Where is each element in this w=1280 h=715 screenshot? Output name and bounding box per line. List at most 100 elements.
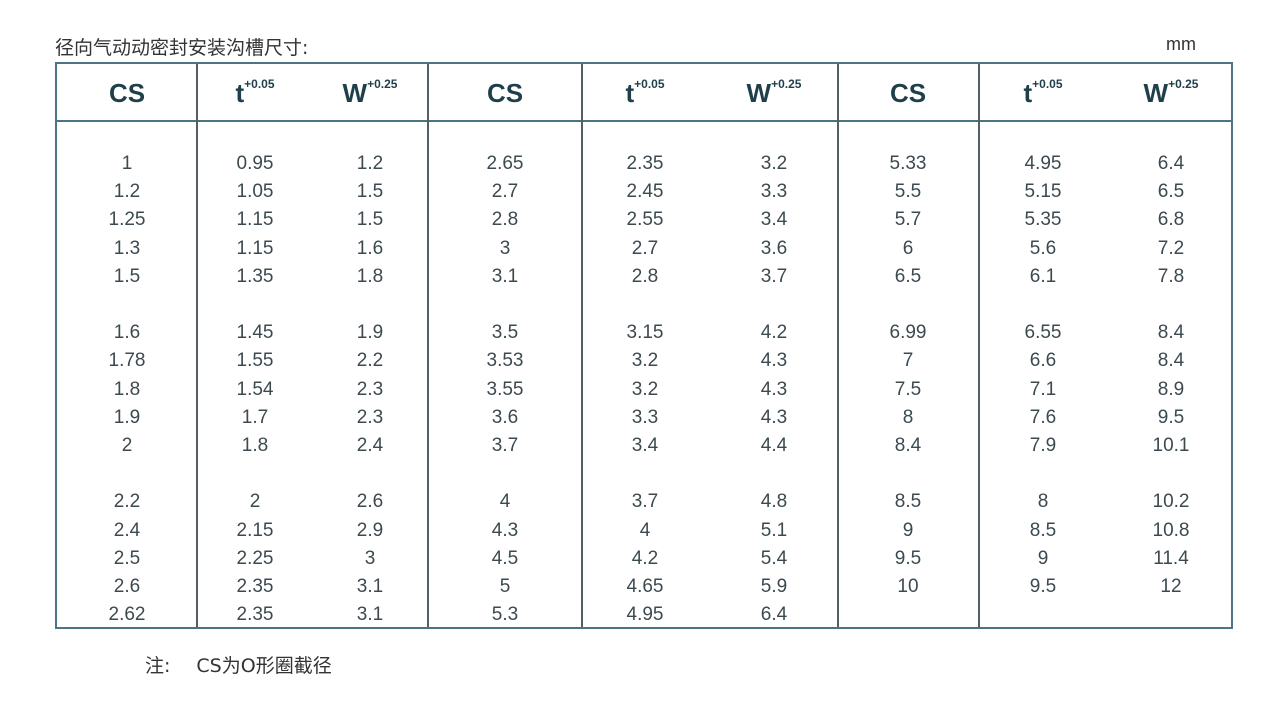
table-cell: 1.6 [356,237,384,259]
table-cell: 9 [1037,547,1049,569]
table-cell: 6.5 [894,265,922,287]
column-divider [581,64,583,627]
table-cell: 3.5 [491,322,519,344]
table-cell: 1.25 [108,209,146,231]
table-cell: 6.1 [1029,265,1057,287]
table-cell: 2.5 [113,547,141,569]
table-cell: 3.7 [631,491,659,513]
table-cell: 9.5 [894,547,922,569]
table-cell: 1.05 [236,181,274,203]
table-cell: 3.2 [631,378,659,400]
table-cell: 3.4 [631,435,659,456]
header-tolerance: +0.05 [1032,77,1063,92]
table-cell: 2.35 [236,576,274,597]
column-header: CS [487,78,523,109]
table-cell: 2 [249,491,261,513]
table-cell: 1.5 [113,265,141,287]
table-cell: 4.3 [760,350,788,372]
header-tolerance: +0.25 [771,77,802,92]
column-divider [837,64,839,627]
header-label: W [1143,78,1169,108]
table-cell: 10.8 [1152,519,1190,541]
table-cell: 4.3 [760,406,788,428]
table-cell: 7.6 [1029,406,1057,428]
table-cell: 2.3 [356,378,384,400]
table-cell: 1.54 [236,378,274,400]
table-cell: 7.8 [1157,265,1185,287]
table-cell: 5.5 [894,181,922,203]
header-tolerance: +0.05 [634,77,665,92]
header-tolerance: +0.25 [367,77,398,92]
column-divider [196,64,198,627]
table-cell: 2.35 [236,604,274,626]
table-cell: 6.8 [1157,209,1185,231]
table-cell: 2.7 [491,181,519,203]
table-cell: 4 [499,491,511,513]
table-cell: 1.5 [356,181,384,203]
table-cell: 2.9 [356,519,384,541]
table-cell: 6.6 [1029,350,1057,372]
header-label: W [746,78,772,108]
table-cell: 3.2 [631,350,659,372]
table-cell: 2.3 [356,406,384,428]
table-cell: 3.6 [491,406,519,428]
table-cell: 5.35 [1024,209,1062,231]
unit-label: mm [1166,34,1196,54]
column-header: CS [109,78,145,109]
column-header: W+0.25 [746,77,802,109]
table-cell: 3.1 [356,604,384,626]
table-cell: 3.3 [760,181,788,203]
table-cell: 1.2 [356,153,384,174]
table-cell: 3.4 [760,209,788,231]
table-cell: 8 [902,406,914,428]
table-cell: 3.1 [491,265,519,287]
table-cell: 4.3 [760,378,788,400]
table-cell: 7.1 [1029,378,1057,400]
header-label: CS [889,78,927,108]
table-cell: 2.6 [356,491,384,513]
table-cell: 1.8 [241,435,269,456]
table-cell: 1.8 [356,265,384,287]
table-cell: 3.15 [626,322,664,344]
table-cell: 1.9 [356,322,384,344]
header-divider [57,120,1231,122]
table-cell: 2.4 [113,519,141,541]
table-cell: 1.2 [113,181,141,203]
column-header: t+0.05 [625,77,665,109]
table-cell: 5.3 [491,604,519,626]
column-header: t+0.05 [235,77,274,109]
table-cell: 3.1 [356,576,384,597]
header-label: CS [108,78,146,108]
table-cell: 1.3 [113,237,141,259]
table-cell: 1.8 [113,378,141,400]
table-cell: 2.7 [631,237,659,259]
table-cell: 2.4 [356,435,384,456]
table-cell: 2.8 [491,209,519,231]
header-label: W [342,78,368,108]
table-cell: 10.1 [1152,435,1190,456]
column-header: W+0.25 [1143,77,1199,109]
header-label: t [235,78,245,108]
table-cell: 5.6 [1029,237,1057,259]
table-cell: 4.95 [1024,153,1062,174]
table-cell: 4.4 [760,435,788,456]
table-cell: 8 [1037,491,1049,513]
header-tolerance: +0.25 [1168,77,1199,92]
table-cell: 5 [499,576,511,597]
column-divider [427,64,429,627]
table-cell: 3.7 [760,265,788,287]
groove-dimension-table: CS t+0.05 W+0.25 CS t+0.05 W+0.25 CS t+0.05 W+0.… [55,62,1233,629]
table-cell: 5.7 [894,209,922,231]
table-cell: 4.5 [491,547,519,569]
table-cell: 3.2 [760,153,788,174]
table-cell: 3.3 [631,406,659,428]
header-label: CS [486,78,524,108]
table-cell: 2.55 [626,209,664,231]
column-header: t+0.05 [1023,77,1063,109]
table-cell: 7.5 [894,378,922,400]
table-cell: 1.7 [241,406,269,428]
table-cell: 1 [121,153,133,174]
table-cell: 2.15 [236,519,274,541]
table-cell: 2.8 [631,265,659,287]
table-cell: 4.2 [631,547,659,569]
